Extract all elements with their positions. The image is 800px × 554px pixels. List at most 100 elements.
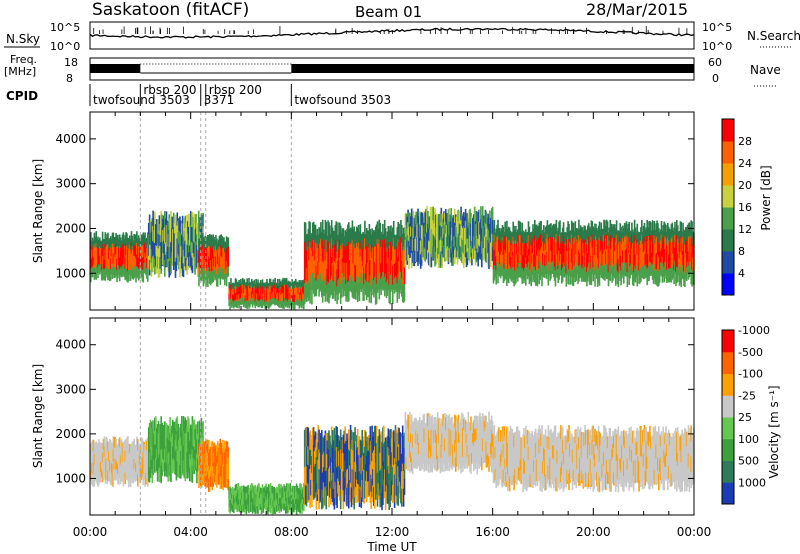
- echo-cell: [216, 262, 218, 275]
- echo-cell: [399, 448, 401, 466]
- echo-cell: [141, 234, 144, 247]
- echo-cell: [202, 213, 204, 227]
- echo-cell: [521, 448, 523, 460]
- echo-cell: [179, 452, 181, 466]
- echo-cell: [120, 449, 123, 461]
- echo-cell: [428, 413, 431, 427]
- echo-cell: [596, 240, 598, 254]
- echo-cell: [424, 446, 426, 459]
- echo-cell: [419, 430, 421, 445]
- echo-cell: [166, 450, 169, 465]
- echo-cell: [100, 460, 103, 470]
- echo-cell: [289, 489, 292, 497]
- echo-cell: [171, 240, 173, 253]
- echo-cell: [401, 267, 404, 286]
- echo-cell: [638, 232, 640, 246]
- echo-cell: [122, 232, 125, 244]
- echo-cell: [552, 223, 555, 238]
- echo-cell: [331, 245, 334, 264]
- echo-cell: [140, 255, 143, 267]
- echo-cell: [599, 263, 602, 275]
- echo-cell: [321, 219, 324, 241]
- echo-cell: [431, 443, 434, 459]
- echo-cell: [379, 222, 381, 240]
- echo-cell: [371, 479, 373, 498]
- echo-cell: [425, 208, 427, 222]
- echo-cell: [236, 493, 239, 500]
- echo-cell: [464, 232, 467, 246]
- echo-cell: [256, 293, 258, 300]
- echo-cell: [224, 458, 227, 469]
- echo-cell: [254, 499, 257, 507]
- echo-cell: [662, 250, 665, 264]
- echo-cell: [272, 291, 275, 299]
- echo-cell: [392, 227, 394, 247]
- echo-cell: [538, 439, 541, 454]
- echo-cell: [462, 442, 464, 458]
- echo-cell: [119, 247, 122, 258]
- echo-cell: [179, 246, 181, 263]
- echo-cell: [117, 234, 119, 247]
- echo-cell: [478, 415, 480, 430]
- echo-cell: [400, 450, 402, 469]
- echo-cell: [133, 255, 135, 268]
- echo-cell: [184, 464, 187, 482]
- echo-cell: [644, 229, 647, 243]
- echo-cell: [374, 466, 376, 488]
- echo-cell: [643, 223, 646, 238]
- echo-cell: [124, 257, 126, 270]
- echo-cell: [629, 230, 631, 243]
- echo-cell: [505, 443, 507, 459]
- echo-cell: [397, 222, 399, 240]
- echo-cell: [204, 463, 206, 476]
- echo-cell: [141, 467, 144, 478]
- echo-cell: [533, 460, 535, 473]
- echo-cell: [550, 473, 552, 489]
- echo-cell: [109, 440, 112, 452]
- echo-cell: [186, 229, 188, 246]
- echo-cell: [214, 473, 216, 483]
- echo-cell: [199, 217, 202, 231]
- echo-cell: [286, 491, 289, 500]
- echo-cell: [213, 246, 215, 257]
- echo-cell: [273, 506, 275, 514]
- echo-cell: [661, 244, 664, 258]
- echo-cell: [281, 293, 283, 302]
- echo-cell: [641, 248, 643, 264]
- echo-cell: [670, 253, 673, 268]
- echo-cell: [576, 250, 578, 263]
- echo-cell: [692, 231, 694, 245]
- echo-cell: [547, 225, 550, 241]
- echo-cell: [552, 445, 554, 459]
- echo-cell: [469, 208, 471, 223]
- echo-cell: [543, 449, 546, 464]
- echo-cell: [254, 484, 257, 493]
- echo-cell: [292, 498, 294, 506]
- echo-cell: [450, 208, 452, 223]
- echo-cell: [256, 493, 258, 501]
- echo-cell: [540, 458, 542, 471]
- echo-cell: [686, 261, 689, 275]
- echo-cell: [428, 438, 431, 452]
- echo-cell: [277, 278, 279, 287]
- echo-cell: [516, 242, 519, 256]
- echo-cell: [442, 414, 444, 427]
- echo-cell: [270, 486, 273, 492]
- freq-label: Freq.: [10, 53, 37, 66]
- echo-cell: [324, 260, 327, 282]
- echo-cell: [628, 221, 630, 238]
- echo-cell: [112, 448, 115, 462]
- echo-cell: [397, 446, 399, 467]
- echo-cell: [475, 416, 478, 429]
- echo-cell: [201, 214, 204, 230]
- echo-cell: [581, 227, 584, 241]
- echo-cell: [362, 486, 364, 502]
- echo-cell: [194, 259, 196, 275]
- echo-cell: [299, 498, 301, 507]
- echo-cell: [621, 266, 623, 279]
- echo-cell: [149, 463, 152, 478]
- echo-cell: [498, 227, 500, 241]
- echo-cell: [274, 291, 276, 299]
- echo-cell: [353, 262, 355, 281]
